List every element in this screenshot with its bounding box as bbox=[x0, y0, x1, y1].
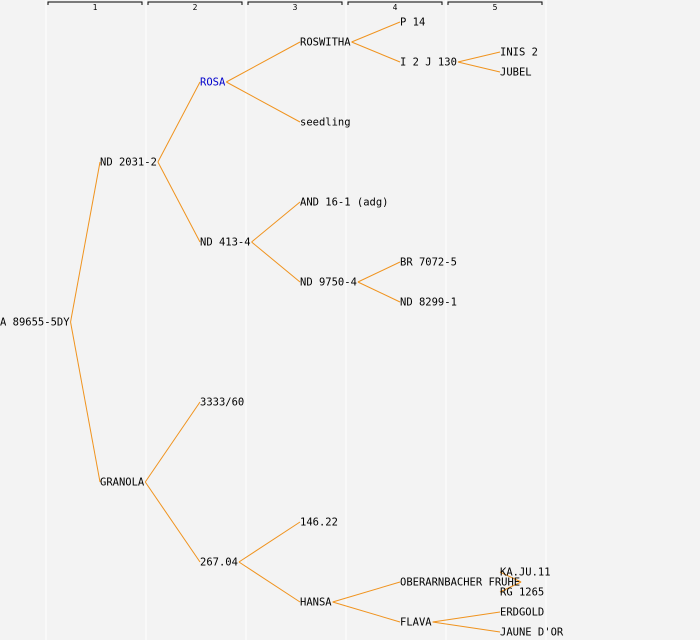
pedigree-edge bbox=[238, 521, 301, 563]
pedigree-edge bbox=[351, 21, 401, 43]
generation-number: 4 bbox=[393, 3, 398, 12]
pedigree-node[interactable]: ND 8299-1 bbox=[400, 297, 457, 309]
generation-bracket bbox=[347, 1, 443, 5]
generation-number: 2 bbox=[193, 3, 198, 12]
pedigree-edge bbox=[144, 401, 201, 483]
pedigree-node[interactable]: ND 2031-2 bbox=[100, 157, 157, 169]
pedigree-node[interactable]: ND 413-4 bbox=[200, 237, 251, 249]
pedigree-edge bbox=[351, 41, 401, 63]
edge-group bbox=[70, 21, 522, 633]
pedigree-node[interactable]: KA.JU.11 bbox=[500, 567, 551, 579]
pedigree-edge bbox=[157, 161, 201, 243]
pedigree-edge bbox=[70, 161, 101, 323]
generation-number: 1 bbox=[93, 3, 98, 12]
pedigree-node[interactable]: RG 1265 bbox=[500, 587, 544, 599]
pedigree-node[interactable]: P 14 bbox=[400, 17, 425, 29]
pedigree-edge bbox=[70, 321, 101, 483]
pedigree-node[interactable]: FLAVA bbox=[400, 617, 432, 629]
pedigree-edge bbox=[251, 201, 301, 243]
pedigree-node[interactable]: seedling bbox=[300, 117, 351, 129]
pedigree-node[interactable]: INIS 2 bbox=[500, 47, 538, 59]
pedigree-edge bbox=[457, 51, 501, 63]
generation-bracket bbox=[47, 1, 143, 5]
pedigree-node[interactable]: JUBEL bbox=[500, 67, 532, 79]
pedigree-edge bbox=[251, 241, 301, 283]
pedigree-node[interactable]: ERDGOLD bbox=[500, 607, 544, 619]
pedigree-edge bbox=[332, 581, 401, 603]
pedigree-edge bbox=[457, 61, 501, 73]
pedigree-edge bbox=[432, 611, 501, 623]
pedigree-edge bbox=[226, 81, 301, 123]
pedigree-node[interactable]: AND 16-1 (adg) bbox=[300, 197, 389, 209]
pedigree-node[interactable]: JAUNE D'OR bbox=[500, 627, 564, 639]
pedigree-node[interactable]: ROSA bbox=[200, 77, 226, 89]
pedigree-node[interactable]: OBERARNBACHER FRUHE bbox=[400, 577, 520, 589]
pedigree-edge bbox=[238, 561, 301, 603]
pedigree-node[interactable]: BR 7072-5 bbox=[400, 257, 457, 269]
pedigree-edge bbox=[144, 481, 201, 563]
pedigree-edge bbox=[499, 581, 522, 593]
generation-bracket bbox=[147, 1, 243, 5]
pedigree-edge bbox=[357, 281, 401, 303]
pedigree-node[interactable]: I 2 J 130 bbox=[400, 57, 457, 69]
pedigree-node[interactable]: 267.04 bbox=[200, 557, 238, 569]
generation-bracket bbox=[247, 1, 343, 5]
pedigree-edge bbox=[432, 621, 501, 633]
pedigree-edge bbox=[157, 81, 201, 163]
pedigree-node[interactable]: A 89655-5DY bbox=[0, 317, 70, 329]
node-group: A 89655-5DY ND 2031-2 ROSA ROSWITHA P 14 I 2 … bbox=[0, 17, 564, 639]
pedigree-edge bbox=[332, 601, 401, 623]
generation-number: 3 bbox=[293, 3, 298, 12]
pedigree-edge bbox=[499, 571, 522, 583]
pedigree-node[interactable]: GRANOLA bbox=[100, 477, 145, 489]
pedigree-edge bbox=[357, 261, 401, 283]
pedigree-node[interactable]: ROSWITHA bbox=[300, 37, 351, 49]
generation-bracket bbox=[447, 1, 543, 5]
generation-number: 5 bbox=[493, 3, 498, 12]
pedigree-node[interactable]: 146.22 bbox=[300, 517, 338, 529]
pedigree-node[interactable]: 3333/60 bbox=[200, 397, 244, 409]
pedigree-edge bbox=[226, 41, 301, 83]
pedigree-node[interactable]: HANSA bbox=[300, 597, 332, 609]
pedigree-node[interactable]: ND 9750-4 bbox=[300, 277, 357, 289]
